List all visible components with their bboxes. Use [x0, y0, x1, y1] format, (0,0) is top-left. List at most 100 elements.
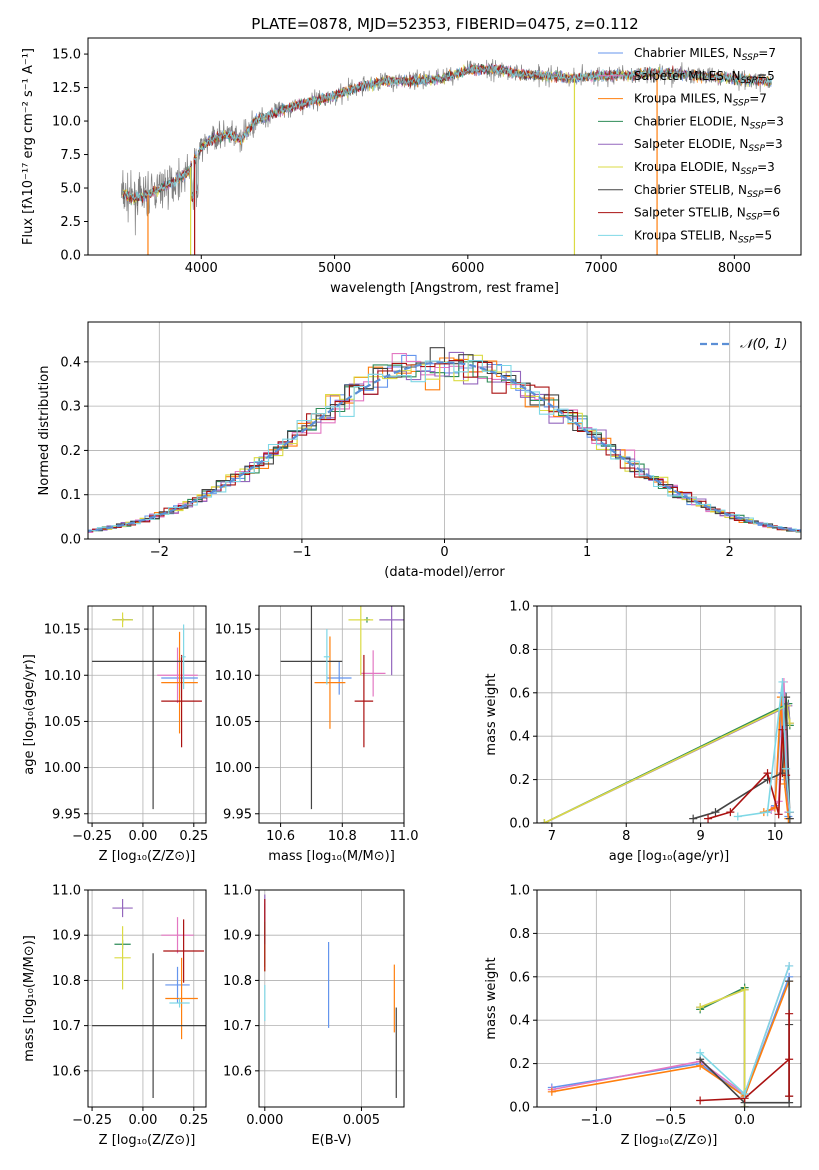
mass-weight-point: [785, 808, 794, 817]
x-axis-label: Z [log₁₀(Z/Z⊙)]: [99, 1133, 196, 1148]
x-axis-label: mass [log₁₀(M/M⊙)]: [268, 849, 395, 864]
spectrum-legend: Chabrier MILES, NSSP=7 Salpeter MILES, NS…: [598, 46, 784, 245]
axes-frame: [536, 605, 802, 824]
y-tick-label: 9.95: [52, 807, 81, 822]
mass-weight-point: [540, 819, 549, 823]
x-tick-label: 10.6: [266, 829, 295, 844]
y-tick-label: 0.6: [509, 970, 530, 985]
x-tick-label: 4000: [185, 261, 218, 276]
y-tick-label: 0.2: [509, 1057, 530, 1072]
mass-weight-point: [785, 1092, 794, 1101]
x-tick-label: 8000: [718, 261, 751, 276]
mass-weight-point: [711, 808, 720, 817]
y-tick-label: 10.05: [44, 715, 81, 730]
legend-label: 𝒩(0, 1): [740, 337, 787, 352]
x-tick-label: 0.0: [734, 1113, 755, 1128]
x-axis-label: Z [log₁₀(Z/Z⊙)]: [99, 849, 196, 864]
model-spectrum-line: [122, 64, 772, 201]
y-axis-label: mass weight: [484, 673, 499, 755]
y-tick-label: 0.3: [60, 400, 81, 415]
legend-label: Kroupa ELODIE, NSSP=3: [634, 160, 775, 177]
x-tick-label: −0.25: [72, 829, 112, 844]
mass-weight-point: [704, 814, 713, 823]
x-tick-label: −2: [150, 545, 169, 560]
axes-frame: [87, 605, 207, 824]
x-tick-label: −0.25: [72, 1113, 112, 1128]
y-tick-label: 7.5: [60, 148, 81, 163]
y-tick-label: 10.00: [44, 761, 81, 776]
mass-weight-point: [733, 812, 742, 821]
y-tick-label: 1.0: [509, 600, 530, 615]
plot-area: [537, 890, 801, 1107]
legend-label: Kroupa MILES, NSSP=7: [634, 92, 767, 109]
y-tick-label: 0.8: [509, 643, 530, 658]
x-axis-label: E(B-V): [311, 1133, 351, 1148]
y-tick-label: 0.0: [60, 533, 81, 548]
x-tick-label: −1: [292, 545, 311, 560]
x-tick-label: 2: [726, 545, 734, 560]
x-tick-label: 0.00: [128, 1113, 157, 1128]
legend-label: Salpeter MILES, NSSP=5: [634, 69, 775, 86]
y-axis-label: Normed distribution: [37, 366, 52, 496]
x-tick-label: 0.25: [179, 1113, 208, 1128]
x-tick-label: 10: [767, 829, 784, 844]
panel-age_vs_mass: 10.6 10.8 11.0 9.95 10.00 10.05 10.10 10.15 mass…: [215, 605, 418, 864]
x-tick-label: 6000: [451, 261, 484, 276]
y-tick-label: 10.0: [52, 115, 81, 130]
x-tick-label: 0.005: [343, 1113, 380, 1128]
y-tick-label: 0.2: [60, 444, 81, 459]
x-axis-label: Z [log₁₀(Z/Z⊙)]: [621, 1133, 718, 1148]
x-tick-label: 1: [583, 545, 591, 560]
x-tick-label: 0: [440, 545, 448, 560]
panel-residuals: −2 −1 0 1 2 0.0 0.1 0.2 0.3 0.4 (data-model)/error…: [37, 321, 802, 580]
x-tick-label: 7000: [585, 261, 618, 276]
y-tick-label: 10.15: [44, 623, 81, 638]
mass-weight-point: [785, 977, 794, 986]
y-tick-label: 0.8: [509, 927, 530, 942]
y-tick-label: 0.0: [509, 1101, 530, 1116]
x-axis-label: age [log₁₀(age/yr)]: [609, 849, 730, 864]
legend-label: Chabrier MILES, NSSP=7: [634, 46, 776, 63]
legend-label: Chabrier ELODIE, NSSP=3: [634, 114, 784, 131]
y-tick-label: 10.10: [215, 669, 252, 684]
y-tick-label: 10.10: [44, 669, 81, 684]
axes-frame: [87, 37, 802, 256]
mass-weight-point: [696, 1048, 705, 1057]
plot-area: [120, 59, 772, 255]
mass-weight-point: [740, 1089, 749, 1098]
y-axis-label: Flux [fλ10⁻¹⁷ erg cm⁻² s⁻¹ A⁻¹]: [21, 48, 36, 245]
y-tick-label: 12.5: [52, 81, 81, 96]
plot-area: [259, 890, 404, 1107]
y-tick-label: 10.05: [215, 715, 252, 730]
y-tick-label: 0.0: [509, 817, 530, 832]
legend-label: Kroupa STELIB, NSSP=5: [634, 228, 772, 245]
mass-weight-point: [740, 985, 749, 994]
y-tick-label: 10.9: [52, 929, 81, 944]
axes-frame: [258, 889, 405, 1108]
panel-weight_vs_Z: −1.0 −0.5 0.0 0.0 0.2 0.4 0.6 0.8 1.0 Z [log₁₀(Z/…: [484, 884, 802, 1148]
y-tick-label: 0.4: [509, 1014, 530, 1029]
x-tick-label: −1.0: [581, 1113, 613, 1128]
y-tick-label: 10.6: [52, 1064, 81, 1079]
y-tick-label: 10.8: [223, 974, 252, 989]
plot-area: [259, 606, 404, 823]
mass-weight-point: [689, 814, 698, 823]
legend-label: Chabrier STELIB, NSSP=6: [634, 183, 781, 200]
y-tick-label: 10.9: [223, 929, 252, 944]
y-axis-label: age [log₁₀(age/yr)]: [22, 654, 37, 775]
y-tick-label: 10.6: [223, 1064, 252, 1079]
x-tick-label: 10.8: [328, 829, 357, 844]
mass-weight-point: [763, 808, 772, 817]
chart-panels: 4000 5000 6000 7000 80000.02.55.07.510.012.5…: [21, 37, 802, 1149]
y-tick-label: 10.15: [215, 623, 252, 638]
figure-title: PLATE=0878, MJD=52353, FIBERID=0475, z=0…: [251, 15, 638, 33]
axes-frame: [87, 889, 207, 1108]
y-tick-label: 0.1: [60, 488, 81, 503]
x-tick-label: 9: [696, 829, 704, 844]
y-tick-label: 11.0: [52, 884, 81, 899]
y-tick-label: 0.2: [509, 773, 530, 788]
x-tick-label: 0.25: [179, 829, 208, 844]
y-tick-label: 0.0: [60, 249, 81, 264]
plot-area: [88, 606, 206, 823]
panel-mass_vs_Z: −0.25 0.00 0.25 10.6 10.7 10.8 10.9 11.0 Z [log₁…: [22, 884, 208, 1149]
